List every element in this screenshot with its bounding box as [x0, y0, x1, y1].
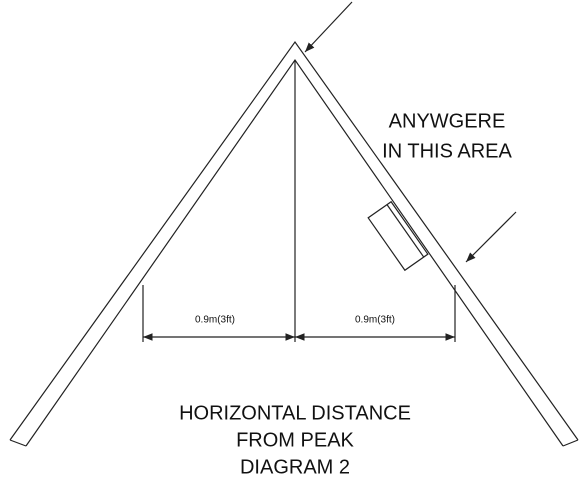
area-label: IN THIS AREA	[382, 140, 512, 162]
arrow	[304, 1, 353, 53]
detector	[367, 200, 429, 272]
dimension-label: 0.9m(3ft)	[195, 315, 235, 326]
caption: FROM PEAK	[236, 429, 354, 451]
roof	[9, 40, 579, 447]
caption: HORIZONTAL DISTANCE	[179, 402, 411, 424]
dimension-label: 0.9m(3ft)	[355, 315, 395, 326]
area-label: ANYWGERE	[389, 110, 506, 132]
caption: DIAGRAM 2	[240, 456, 350, 478]
arrow	[465, 211, 517, 263]
